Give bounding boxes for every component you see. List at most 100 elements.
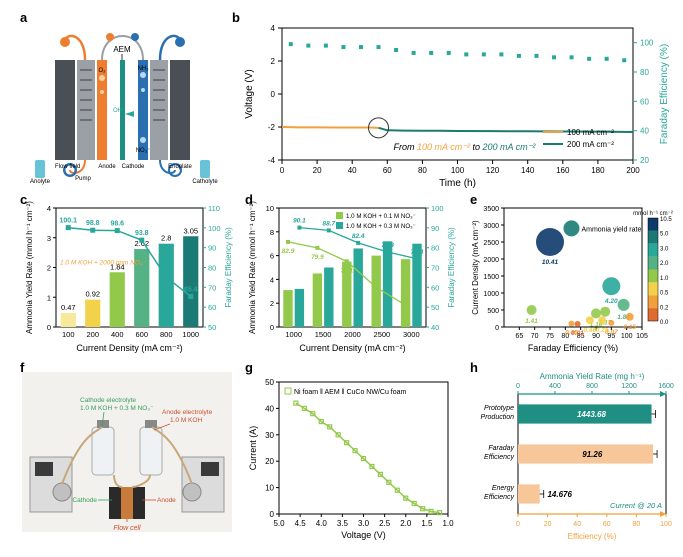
svg-text:Energy: Energy	[492, 485, 515, 492]
nh3-label: NH₃	[137, 66, 149, 72]
svg-text:Faraday Efficiency (%): Faraday Efficiency (%)	[528, 343, 618, 353]
panel-f-photo: Cathode electrolyte1.0 M KOH + 0.3 M NO₃…	[22, 372, 232, 542]
svg-text:100.1: 100.1	[59, 218, 77, 225]
svg-text:0: 0	[516, 383, 520, 390]
svg-text:Efficiency: Efficiency	[484, 494, 514, 501]
panel-label-b: b	[232, 10, 240, 25]
svg-text:Efficiency: Efficiency	[484, 454, 514, 461]
svg-text:10: 10	[265, 484, 274, 493]
svg-text:0.92: 0.92	[85, 290, 100, 299]
svg-text:60: 60	[208, 303, 216, 312]
panel-d-chart: 0246810405060708090100100015002000250030…	[245, 200, 460, 355]
panel-c-chart: 0123450607080901001100.471000.922001.844…	[22, 200, 237, 355]
svg-text:3.0: 3.0	[660, 246, 669, 252]
svg-text:4.0: 4.0	[316, 519, 328, 528]
svg-text:Current Density (mA cm⁻²): Current Density (mA cm⁻²)	[76, 343, 182, 353]
svg-text:2500: 2500	[483, 240, 499, 247]
svg-text:88.7: 88.7	[322, 220, 335, 227]
svg-text:90: 90	[431, 224, 439, 233]
svg-text:65: 65	[515, 333, 523, 340]
svg-text:100: 100	[660, 521, 672, 528]
svg-text:20: 20	[265, 457, 274, 466]
svg-text:800: 800	[160, 330, 173, 339]
svg-text:0: 0	[280, 166, 285, 175]
svg-text:8: 8	[270, 228, 274, 237]
svg-text:110: 110	[208, 204, 220, 213]
svg-text:Efficiency (%): Efficiency (%)	[568, 532, 617, 541]
svg-text:70: 70	[208, 283, 216, 292]
svg-text:Current Density (mA cm⁻²): Current Density (mA cm⁻²)	[299, 343, 405, 353]
svg-text:60: 60	[640, 97, 649, 106]
svg-text:Cathode: Cathode	[72, 497, 97, 504]
svg-text:1.0: 1.0	[442, 519, 454, 528]
svg-text:74.4: 74.4	[411, 249, 424, 256]
svg-text:82.9: 82.9	[282, 248, 295, 255]
svg-text:0.47: 0.47	[61, 303, 76, 312]
svg-text:5.0: 5.0	[660, 232, 669, 238]
svg-text:3.05: 3.05	[183, 226, 198, 235]
svg-text:2: 2	[47, 264, 51, 273]
svg-text:80: 80	[418, 166, 427, 175]
svg-text:4: 4	[271, 24, 276, 33]
svg-text:3.0: 3.0	[358, 519, 370, 528]
svg-text:0: 0	[495, 325, 499, 332]
svg-text:0: 0	[270, 510, 275, 519]
svg-text:0.07: 0.07	[605, 329, 618, 336]
svg-text:100: 100	[62, 330, 75, 339]
svg-text:Cathode: Cathode	[122, 164, 145, 170]
svg-text:0.0: 0.0	[660, 320, 669, 326]
svg-text:Catholyte: Catholyte	[192, 179, 218, 185]
svg-text:1.0 M KOH + 2000 ppm NO₃⁻: 1.0 M KOH + 2000 ppm NO₃⁻	[60, 260, 147, 267]
svg-text:0: 0	[516, 521, 520, 528]
svg-text:From 100 mA cm⁻² to 200 mA cm⁻: From 100 mA cm⁻² to 200 mA cm⁻²	[394, 142, 537, 152]
svg-text:6: 6	[270, 252, 274, 261]
svg-text:Voltage (V): Voltage (V)	[341, 530, 386, 540]
svg-text:600: 600	[135, 330, 148, 339]
oh-label: OH⁻	[113, 108, 125, 114]
svg-text:3000: 3000	[403, 330, 420, 339]
svg-text:1600: 1600	[658, 383, 674, 390]
svg-text:1: 1	[47, 293, 51, 302]
svg-text:2.8: 2.8	[161, 234, 171, 243]
svg-text:Ammonia Yield Rate (mg h⁻¹): Ammonia Yield Rate (mg h⁻¹)	[540, 372, 645, 381]
svg-text:60: 60	[431, 283, 439, 292]
svg-text:0.15: 0.15	[623, 324, 636, 331]
svg-text:0: 0	[270, 323, 274, 332]
svg-text:Flow field: Flow field	[55, 164, 80, 170]
svg-text:100: 100	[208, 224, 221, 233]
svg-text:0.46: 0.46	[584, 327, 597, 334]
svg-text:0: 0	[47, 323, 51, 332]
svg-text:0.01: 0.01	[571, 330, 584, 337]
svg-text:98.8: 98.8	[86, 220, 100, 227]
svg-text:2000: 2000	[483, 257, 499, 264]
svg-text:4: 4	[47, 204, 51, 213]
svg-text:Current Density (mA cm⁻²): Current Density (mA cm⁻²)	[471, 220, 480, 315]
svg-text:70: 70	[431, 264, 439, 273]
svg-text:500: 500	[487, 308, 499, 315]
svg-text:40: 40	[348, 166, 357, 175]
svg-text:Faraday Efficiency (%): Faraday Efficiency (%)	[224, 227, 233, 308]
svg-text:2500: 2500	[374, 330, 391, 339]
svg-text:1500: 1500	[315, 330, 332, 339]
svg-text:60: 60	[373, 293, 381, 300]
svg-text:Flow cell: Flow cell	[113, 525, 141, 532]
svg-text:Ammonia yield rate: Ammonia yield rate	[581, 226, 641, 233]
svg-text:98.6: 98.6	[110, 221, 124, 228]
svg-text:Faraday Efficiency (%): Faraday Efficiency (%)	[659, 44, 670, 144]
svg-text:1.0 M KOH + 0.1 M NO₃⁻: 1.0 M KOH + 0.1 M NO₃⁻	[346, 213, 416, 220]
svg-text:180: 180	[591, 166, 605, 175]
svg-text:3000: 3000	[483, 223, 499, 230]
svg-text:140: 140	[521, 166, 535, 175]
svg-text:mmol h⁻¹ cm⁻²: mmol h⁻¹ cm⁻²	[633, 211, 673, 217]
figure: a b c d e f g h AEM OH⁻	[0, 0, 683, 557]
svg-text:Anode: Anode	[157, 497, 176, 504]
svg-text:800: 800	[586, 383, 598, 390]
svg-text:40: 40	[640, 127, 649, 136]
svg-text:40: 40	[431, 323, 439, 332]
svg-text:3.5: 3.5	[337, 519, 349, 528]
svg-text:Current @ 20 A: Current @ 20 A	[610, 501, 662, 510]
svg-text:20: 20	[640, 156, 649, 165]
svg-text:10: 10	[266, 204, 274, 213]
svg-text:0.5: 0.5	[660, 291, 669, 297]
svg-text:200: 200	[626, 166, 640, 175]
